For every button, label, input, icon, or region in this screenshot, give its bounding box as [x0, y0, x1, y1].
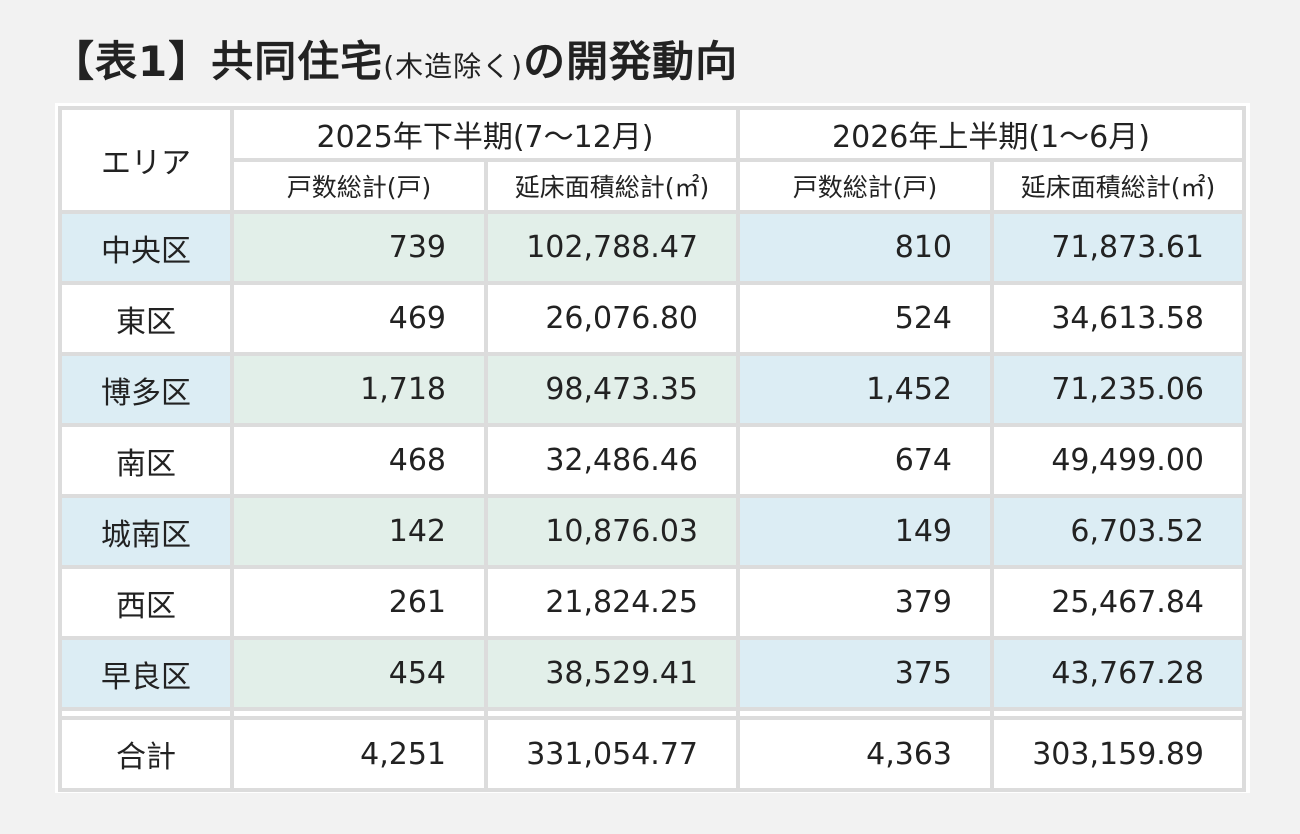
value-cell: 21,824.25	[488, 569, 736, 636]
area-cell: 早良区	[62, 640, 230, 707]
value-cell: 49,499.00	[994, 427, 1242, 494]
table-row: 南区 468 32,486.46 674 49,499.00	[62, 427, 1242, 494]
area-cell: 中央区	[62, 214, 230, 281]
table: エリア 2025年下半期(7～12月) 2026年上半期(1～6月) 戸数総計(…	[58, 106, 1246, 792]
value-cell: 674	[740, 427, 990, 494]
title-note: (木造除く)	[383, 50, 524, 83]
value-cell: 71,235.06	[994, 356, 1242, 423]
value-cell: 454	[234, 640, 484, 707]
value-cell: 1,452	[740, 356, 990, 423]
subheader: 延床面積総計(㎡)	[488, 162, 736, 210]
title-main: 【表1】共同住宅	[52, 37, 384, 86]
table-row: 早良区 454 38,529.41 375 43,767.28	[62, 640, 1242, 707]
table-row: 西区 261 21,824.25 379 25,467.84	[62, 569, 1242, 636]
value-cell: 739	[234, 214, 484, 281]
area-cell: 博多区	[62, 356, 230, 423]
value-cell: 331,054.77	[488, 711, 736, 788]
area-cell: 西区	[62, 569, 230, 636]
value-cell: 71,873.61	[994, 214, 1242, 281]
area-cell: 南区	[62, 427, 230, 494]
subheader-row: 戸数総計(戸) 延床面積総計(㎡) 戸数総計(戸) 延床面積総計(㎡)	[62, 162, 1242, 210]
value-cell: 38,529.41	[488, 640, 736, 707]
header-row: エリア 2025年下半期(7～12月) 2026年上半期(1～6月)	[62, 110, 1242, 210]
value-cell: 142	[234, 498, 484, 565]
value-cell: 43,767.28	[994, 640, 1242, 707]
value-cell: 468	[234, 427, 484, 494]
table-row: 東区 469 26,076.80 524 34,613.58	[62, 285, 1242, 352]
title-tail: の開発動向	[523, 37, 739, 86]
value-cell: 6,703.52	[994, 498, 1242, 565]
subheader: 延床面積総計(㎡)	[994, 162, 1242, 210]
table-row: 城南区 142 10,876.03 149 6,703.52	[62, 498, 1242, 565]
table-row: 合計 4,251 331,054.77 4,363 303,159.89	[62, 711, 1242, 788]
value-cell: 524	[740, 285, 990, 352]
area-cell: 合計	[62, 711, 230, 788]
value-cell: 379	[740, 569, 990, 636]
value-cell: 102,788.47	[488, 214, 736, 281]
value-cell: 810	[740, 214, 990, 281]
value-cell: 303,159.89	[994, 711, 1242, 788]
group-header: 2026年上半期(1～6月)	[740, 110, 1242, 158]
table-row: 中央区 739 102,788.47 810 71,873.61	[62, 214, 1242, 281]
value-cell: 26,076.80	[488, 285, 736, 352]
table-row: 博多区 1,718 98,473.35 1,452 71,235.06	[62, 356, 1242, 423]
corner-header: エリア	[62, 110, 230, 210]
area-cell: 城南区	[62, 498, 230, 565]
title: 【表1】共同住宅(木造除く)の開発動向	[52, 28, 738, 89]
value-cell: 469	[234, 285, 484, 352]
subheader: 戸数総計(戸)	[740, 162, 990, 210]
group-header: 2025年下半期(7～12月)	[234, 110, 736, 158]
value-cell: 1,718	[234, 356, 484, 423]
value-cell: 375	[740, 640, 990, 707]
area-cell: 東区	[62, 285, 230, 352]
value-cell: 4,251	[234, 711, 484, 788]
value-cell: 34,613.58	[994, 285, 1242, 352]
value-cell: 98,473.35	[488, 356, 736, 423]
table-frame: エリア 2025年下半期(7～12月) 2026年上半期(1～6月) 戸数総計(…	[55, 103, 1250, 793]
value-cell: 261	[234, 569, 484, 636]
subheader: 戸数総計(戸)	[234, 162, 484, 210]
value-cell: 25,467.84	[994, 569, 1242, 636]
table-body: エリア 2025年下半期(7～12月) 2026年上半期(1～6月) 戸数総計(…	[62, 110, 1242, 788]
value-cell: 10,876.03	[488, 498, 736, 565]
value-cell: 4,363	[740, 711, 990, 788]
value-cell: 149	[740, 498, 990, 565]
value-cell: 32,486.46	[488, 427, 736, 494]
